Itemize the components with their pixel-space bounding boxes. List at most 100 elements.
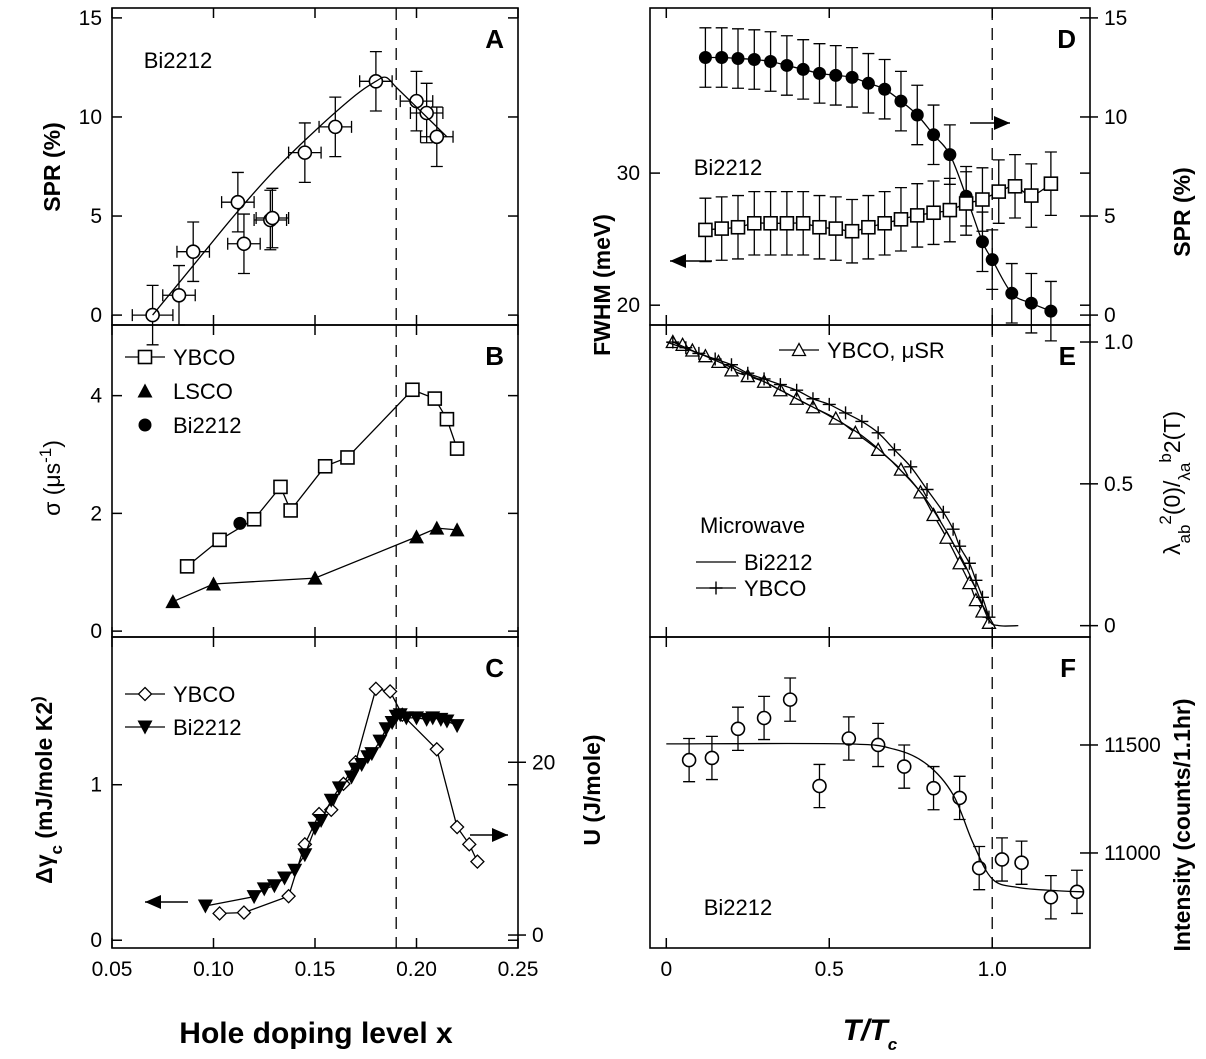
data-point [904,460,918,474]
data-point [839,406,853,420]
legend-label: Bi2212 [744,550,813,575]
data-point [246,511,262,527]
xtick-label: 0.15 [295,958,336,981]
data-point [692,346,706,360]
series-ybco [666,335,996,624]
arrow-head [670,254,686,268]
data-point [871,426,885,440]
panel-b-ylabel: σ (μs-1) [36,440,66,516]
data-point [1044,304,1058,318]
data-point [812,219,827,235]
panel-c-xlabel: Hole doping level x [179,1017,453,1050]
data-point [171,287,187,303]
arrow-left-axis-d [670,254,712,268]
arrow-left-axis-c [145,895,188,909]
label-part: λa [1175,462,1194,481]
label-part: (0)/ [1159,480,1185,515]
ytick-label: 4 [90,385,102,408]
series-0 [131,50,454,346]
series-curve [672,341,990,624]
panel-letter-f: F [1060,653,1076,683]
data-point [185,244,201,259]
data-point [962,556,976,570]
series-curve [705,56,1052,312]
ytick-right-label: 0 [1104,304,1116,327]
series-bi2212 [666,341,1019,627]
panel-letter-e: E [1059,341,1076,371]
data-point [679,341,693,355]
data-point [409,93,424,109]
arrow-head [492,828,508,842]
panel-e-ylabel-right: λab2(0)/λab2(T) [1156,411,1194,555]
data-point [382,684,398,699]
data-point [730,721,746,737]
data-point [236,236,252,252]
data-point [1043,176,1059,191]
data-point [730,219,746,235]
data-point [991,184,1007,199]
legend-bi2212-e: Bi2212 [696,550,813,575]
data-point [953,539,967,553]
legend-ybco-c: YBCO [125,682,235,707]
panel-f-ylabel-right: Intensity (counts/1.1hr) [1169,698,1195,951]
data-point [331,781,347,796]
data-point [666,335,680,349]
data-point [372,734,388,749]
data-point [212,906,228,921]
data-point [449,819,465,835]
ytick-label: 2 [90,502,102,525]
legend-marker [137,686,153,702]
data-point [266,879,282,894]
data-point [796,62,810,76]
data-point [731,52,745,66]
data-point [779,215,795,231]
panel-e: E 0 0.5 1.0 [649,324,1133,638]
data-point [297,848,313,863]
data-point [409,529,424,544]
data-point [439,714,455,729]
data-point [698,51,712,65]
ytick-label: 10 [79,106,102,129]
label-part: -1 [36,448,55,463]
data-point [715,51,729,65]
panel-B-ticks: 0 2 4 [90,325,519,643]
xtick-label: 0.05 [92,958,133,981]
data-point [757,372,771,386]
legend-ybco-b: YBCO [125,345,235,370]
panel-letter-d: D [1057,24,1076,54]
data-point [975,235,989,249]
data-point [756,710,772,726]
data-point [861,219,876,235]
data-point [206,576,221,591]
panel-A-ticks: 0 5 10 15 [79,7,519,327]
legend-label: Bi2212 [173,413,242,438]
data-point [297,145,313,160]
legend-bi2212-c: Bi2212 [125,715,242,740]
data-point [943,148,957,162]
data-point [946,522,960,536]
ytick-right-label: 0 [1104,615,1116,638]
data-point [368,681,384,697]
label-part: c [47,845,66,854]
data-point [378,722,394,737]
label-part: c [888,1035,898,1054]
data-point [246,890,262,905]
series-curve [666,341,1019,627]
data-point [429,129,445,145]
fit-curve [666,742,1084,893]
data-point [828,221,844,236]
data-point [971,860,987,876]
data-point [764,54,778,68]
data-point [469,854,485,870]
data-point [822,397,836,411]
data-point [256,882,272,897]
panel-d: D 0 5 10 15 [649,7,1127,342]
series-ybco [179,382,465,574]
data-point [398,711,414,726]
data-point [795,215,811,231]
panel-C-ticks: 0 1 0.05 0.10 0.15 0.20 0.25 [90,637,538,981]
data-point [419,105,434,121]
ytick-right-label: 15 [1104,7,1127,30]
data-point [763,215,778,231]
data-point [961,575,977,590]
